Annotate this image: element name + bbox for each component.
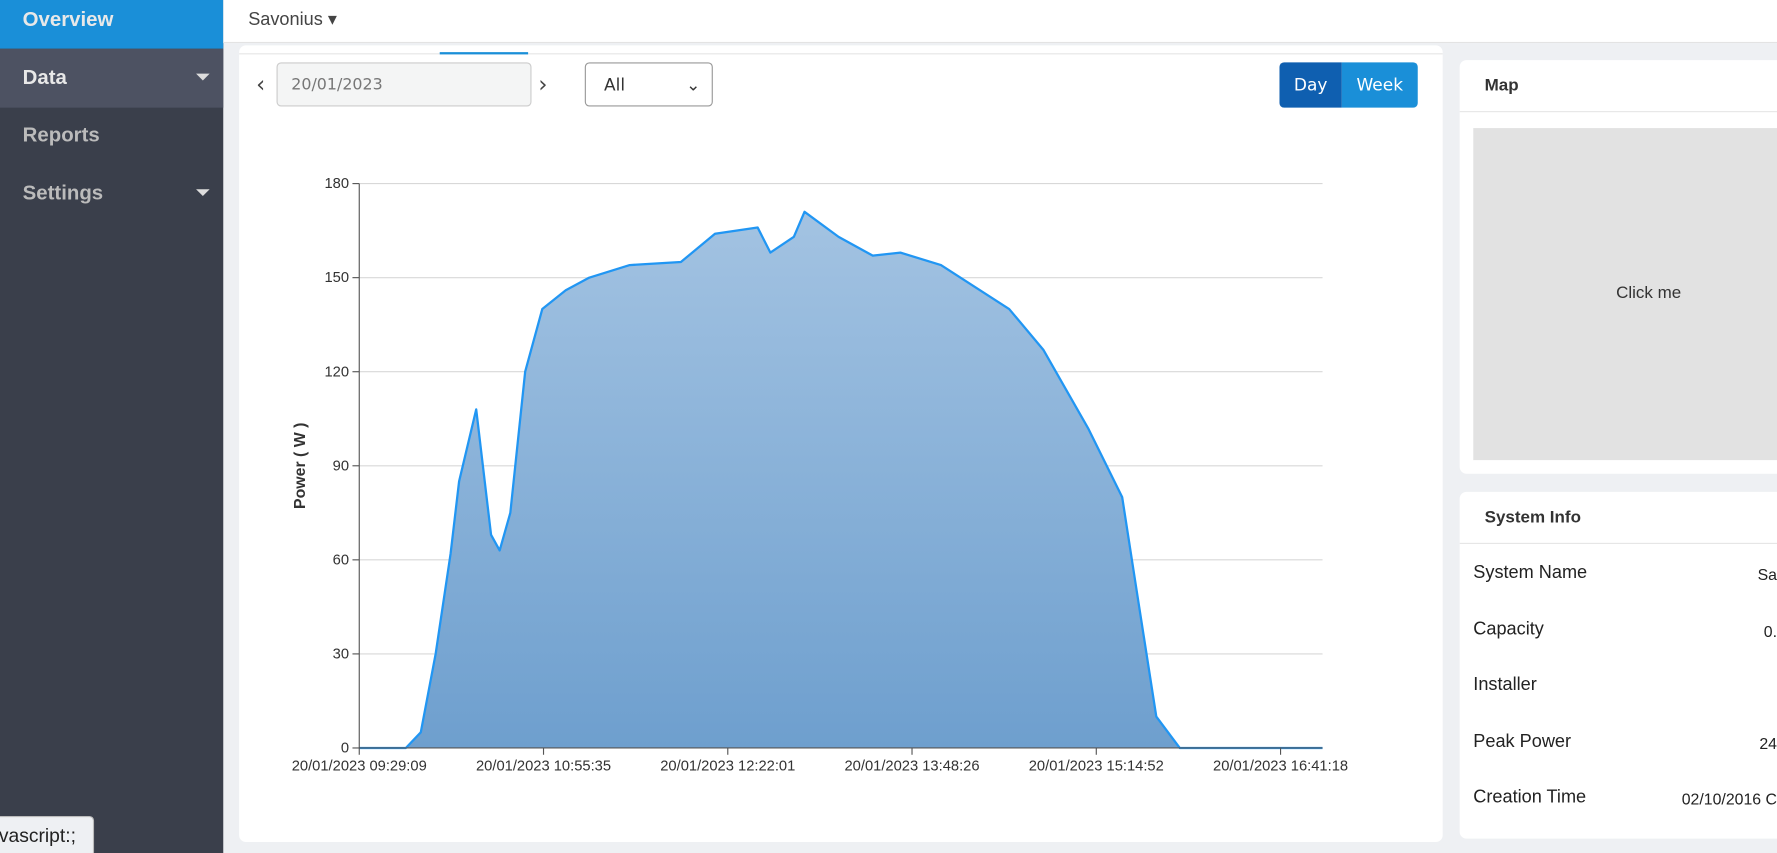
info-label: Capacity [1473, 619, 1544, 639]
next-button[interactable]: › [538, 70, 548, 98]
line [359, 210, 1323, 750]
x-tick-label: 20/01/2023 12:22:01 [660, 759, 795, 775]
y-tick-label: 60 [333, 552, 349, 568]
nav-label: Data [22, 65, 67, 89]
nav-item[interactable]: Overview [0, 0, 224, 49]
prev-button[interactable]: ‹ [256, 70, 266, 98]
map-placeholder[interactable]: Click me [1473, 128, 1777, 461]
nav-item[interactable]: Reports [22, 123, 100, 147]
tab-indicator [439, 52, 529, 55]
date-input[interactable]: 20/01/2023 [276, 62, 532, 107]
info-value: 24 [1759, 734, 1777, 753]
filter-value: All [604, 74, 626, 96]
y-tick-label: 90 [333, 458, 349, 474]
x-tick-label: 20/01/2023 09:29:09 [292, 759, 427, 775]
divider [1459, 111, 1777, 113]
info-value: 0. [1763, 621, 1777, 640]
week-button[interactable]: Week [1341, 62, 1418, 108]
site-selector[interactable]: Savonius ▾ [248, 10, 337, 30]
nav-item[interactable]: Data [0, 48, 224, 108]
y-axis-title: Power ( W ) [292, 423, 309, 509]
day-button[interactable]: Day [1279, 62, 1342, 108]
map-text: Click me [1616, 283, 1682, 303]
info-label: Creation Time [1473, 788, 1587, 808]
filter-select[interactable]: All ⌄ [584, 62, 713, 107]
info-value: 02/10/2016 C [1681, 790, 1777, 809]
y-tick-label: 180 [324, 176, 349, 192]
y-tick-label: 30 [333, 646, 349, 662]
info-label: Installer [1473, 675, 1537, 695]
info-label: Peak Power [1473, 731, 1572, 752]
status-bar: vascript:; [0, 815, 95, 853]
y-tick-label: 120 [324, 364, 349, 380]
info-card: System Info [1459, 491, 1777, 839]
card-title: Map [1484, 75, 1519, 96]
info-label: System Name [1473, 563, 1588, 583]
info-value: Sa [1757, 565, 1777, 584]
y-tick-label: 0 [341, 741, 349, 757]
divider [1459, 542, 1777, 544]
top-bar: Savonius ▾ [223, 0, 1777, 44]
nav-item[interactable]: Settings [0, 164, 223, 222]
x-tick-label: 20/01/2023 13:48:26 [844, 759, 979, 775]
x-tick-label: 20/01/2023 16:41:18 [1213, 759, 1348, 775]
sidebar: Overview Data Reports Settings [0, 0, 224, 853]
x-tick-label: 20/01/2023 15:14:52 [1029, 759, 1164, 775]
site-name: Savonius [248, 10, 323, 30]
divider [239, 53, 1443, 55]
nav-label: Settings [22, 181, 104, 204]
card-title: System Info [1484, 507, 1581, 527]
area [359, 211, 1323, 748]
y-tick-label: 150 [324, 270, 349, 286]
x-tick-label: 20/01/2023 10:55:35 [476, 759, 611, 775]
map-card: Map Click me [1459, 60, 1777, 474]
